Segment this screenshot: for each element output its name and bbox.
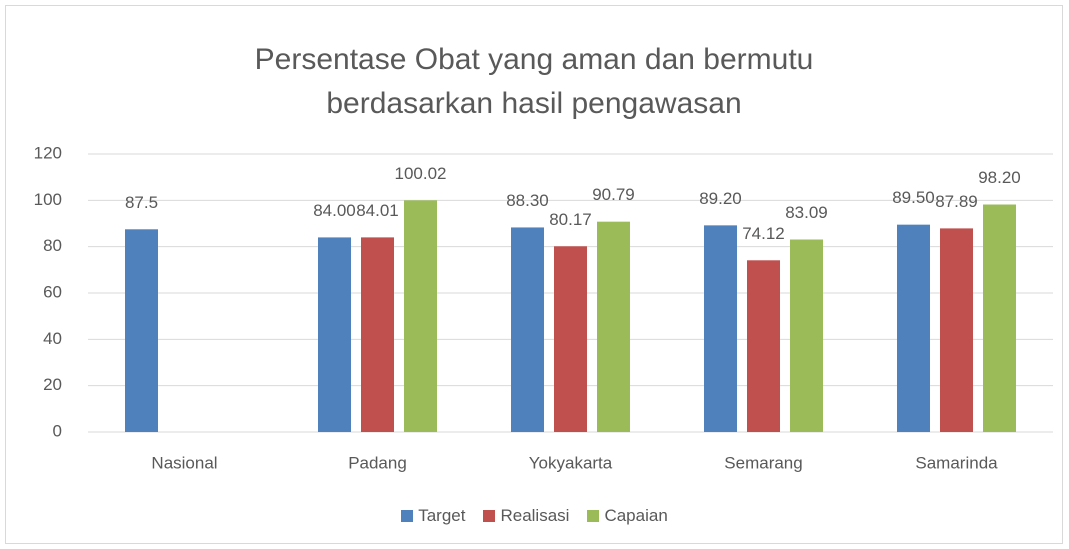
- data-label: 89.50: [892, 188, 935, 207]
- legend: Target Realisasi Capaian: [0, 506, 1069, 526]
- bar: [361, 237, 394, 432]
- x-tick-label: Semarang: [724, 453, 802, 472]
- data-label: 83.09: [785, 203, 828, 222]
- legend-swatch: [587, 510, 600, 522]
- bar: [318, 237, 351, 432]
- data-label: 74.12: [742, 224, 785, 243]
- x-tick-label: Samarinda: [915, 453, 998, 472]
- x-tick-label: Nasional: [151, 453, 217, 472]
- data-label: 88.30: [506, 191, 549, 210]
- y-tick-label: 80: [43, 236, 62, 255]
- legend-swatch: [401, 510, 414, 522]
- data-label: 100.02: [395, 164, 447, 183]
- legend-item: Target: [401, 506, 465, 526]
- legend-label: Target: [418, 506, 466, 525]
- bar: [597, 221, 630, 432]
- data-label: 87.89: [935, 192, 978, 211]
- y-tick-label: 100: [34, 190, 62, 209]
- data-label: 84.01: [356, 201, 399, 220]
- bar: [404, 200, 437, 432]
- legend-label: Realisasi: [500, 506, 570, 525]
- chart-title: Persentase Obat yang aman dan bermutu be…: [254, 43, 814, 120]
- bar: [747, 260, 780, 432]
- data-label: 98.20: [978, 168, 1021, 187]
- bar: [511, 227, 544, 432]
- bar: [704, 225, 737, 432]
- x-tick-label: Yokyakarta: [529, 453, 613, 472]
- data-label: 90.79: [592, 185, 635, 204]
- data-label: 84.00: [313, 201, 356, 220]
- data-label: 89.20: [699, 189, 742, 208]
- bar: [790, 239, 823, 432]
- y-tick-label: 40: [43, 329, 62, 348]
- bar: [897, 224, 930, 432]
- data-label: 87.5: [125, 193, 158, 212]
- bar: [125, 229, 158, 432]
- y-tick-label: 60: [43, 282, 62, 301]
- bar: [940, 228, 973, 432]
- data-label: 80.17: [549, 210, 592, 229]
- bar: [983, 204, 1016, 432]
- legend-swatch: [483, 510, 496, 522]
- legend-item: Capaian: [587, 506, 668, 526]
- y-tick-label: 120: [34, 143, 62, 162]
- x-tick-label: Padang: [348, 453, 407, 472]
- y-tick-label: 20: [43, 375, 62, 394]
- chart-frame: [5, 5, 1063, 544]
- legend-label: Capaian: [604, 506, 668, 525]
- bar: [554, 246, 587, 432]
- y-tick-label: 0: [53, 421, 62, 440]
- legend-item: Realisasi: [483, 506, 569, 526]
